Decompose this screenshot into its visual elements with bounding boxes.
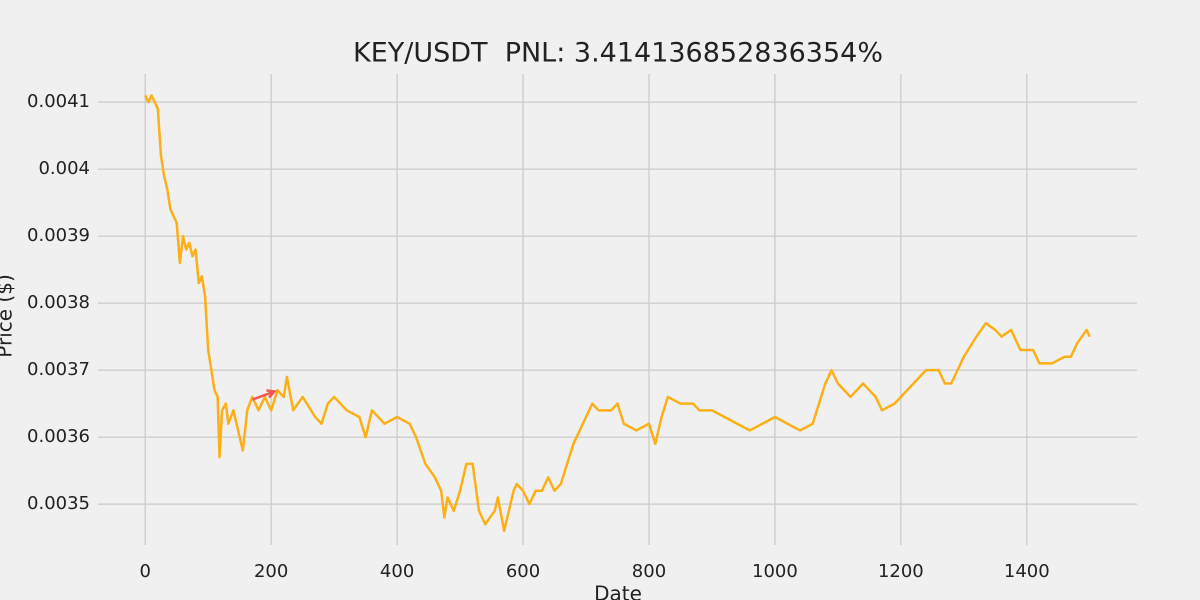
y-tick-label: 0.0036 [27,426,90,447]
y-tick-label: 0.004 [38,158,90,179]
y-tick-label: 0.0041 [27,91,90,112]
x-tick-label: 0 [140,561,151,582]
y-tick-label: 0.0035 [27,493,90,514]
y-tick-label: 0.0038 [27,292,90,313]
x-tick-label: 1000 [752,561,798,582]
trade-arrow [251,389,277,401]
x-tick-label: 800 [632,561,666,582]
x-tick-label: 400 [380,561,414,582]
y-tick-label: 0.0037 [27,359,90,380]
y-tick-label: 0.0039 [27,225,90,246]
x-tick-label: 1400 [1004,561,1050,582]
chart-title: KEY/USDT PNL: 3.414136852836354% [353,38,883,69]
price-line [144,94,1091,533]
x-tick-label: 600 [506,561,540,582]
x-axis-label: Date [594,582,642,600]
x-tick-label: 1200 [878,561,924,582]
y-axis-label: Price ($) [0,274,17,357]
x-tick-label: 200 [254,561,288,582]
